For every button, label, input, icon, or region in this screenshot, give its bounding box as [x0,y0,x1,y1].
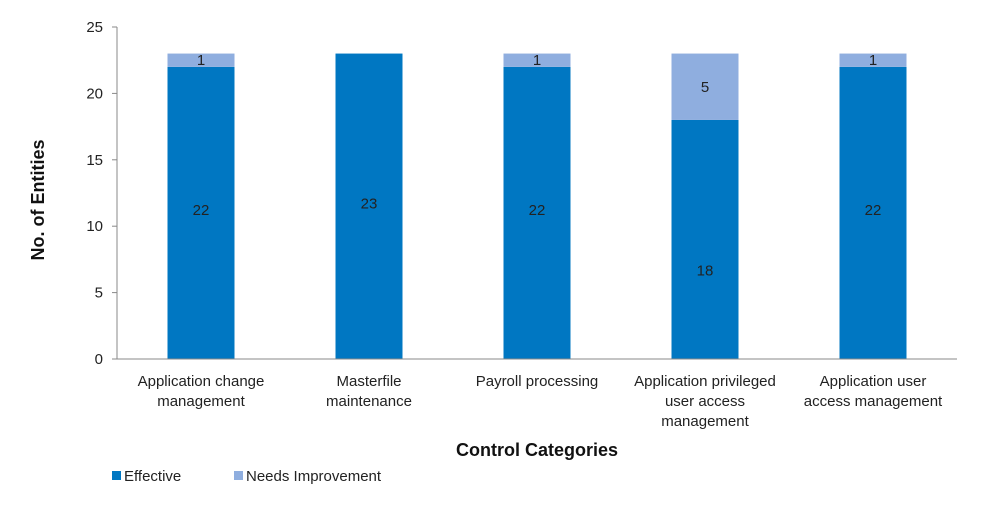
data-label: 22 [529,202,546,219]
data-label: 22 [193,202,210,219]
y-axis-title: No. of Entities [28,140,48,261]
bar-effective [503,66,571,359]
x-axis-category-labels: Application change management Masterfile ma… [138,373,943,430]
legend-swatch-needs-improvement [234,471,243,480]
y-tick-label: 0 [95,351,103,368]
bar-needs-improvement [167,53,235,67]
y-axis-ticks: 0 5 10 15 20 25 [86,19,117,368]
data-label: 1 [869,52,877,69]
data-label: 1 [197,52,205,69]
bar-needs-improvement [503,53,571,67]
legend: Effective Needs Improvement [112,468,382,485]
data-label: 22 [865,202,882,219]
x-category-label: Masterfile maintenance [326,373,412,410]
bar-effective [671,119,739,360]
data-label: 1 [533,52,541,69]
data-label: 23 [361,195,378,212]
bar-effective [167,66,235,359]
legend-label-needs-improvement: Needs Improvement [246,468,382,485]
legend-swatch-effective [112,471,121,480]
legend-label-effective: Effective [124,468,181,485]
x-category-label: Application privileged user access managem… [634,373,776,430]
data-label: 18 [697,263,714,280]
y-tick-label: 20 [86,85,103,102]
data-label: 5 [701,79,709,96]
bar-needs-improvement [671,53,739,120]
bar-needs-improvement [839,53,907,67]
y-tick-label: 10 [86,218,103,235]
x-axis-title: Control Categories [456,440,618,460]
data-labels: 22 1 23 22 1 18 5 22 1 [193,52,882,279]
x-category-label: Application change management [138,373,265,410]
x-category-label: Payroll processing [476,373,599,390]
y-tick-label: 15 [86,152,103,169]
y-tick-label: 25 [86,19,103,36]
bar-marks [167,53,907,360]
x-category-label: Application user access management [804,373,943,410]
y-tick-label: 5 [95,285,103,302]
bar-effective [839,66,907,359]
bar-effective [335,53,403,360]
